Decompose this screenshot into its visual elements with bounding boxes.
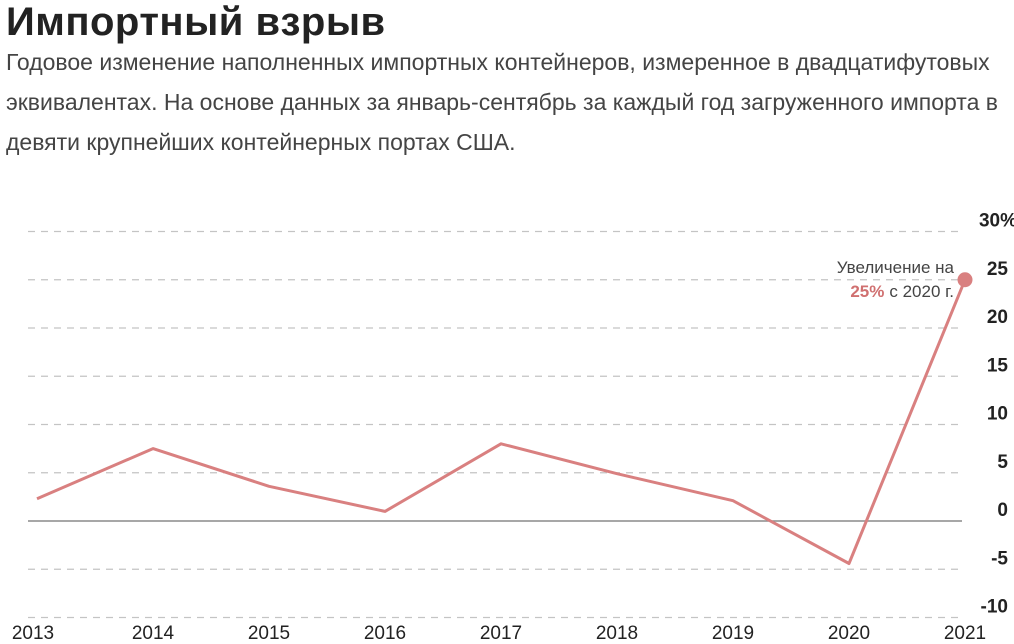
y-tick-label: 0	[997, 500, 1008, 521]
endpoint-marker	[957, 272, 973, 288]
y-axis-ticks: -10 -5 0 5 10 15 20 25 30%	[979, 211, 1014, 618]
x-tick-label: 2016	[364, 623, 406, 644]
x-tick-label: 2015	[248, 623, 290, 644]
x-tick-label: 2017	[480, 623, 522, 644]
y-tick-label: 5	[997, 452, 1008, 473]
x-tick-label: 2013	[12, 623, 54, 644]
annotation-layer: Увеличение на 25% с 2020 г.	[837, 258, 955, 301]
x-axis-ticks: 2013 2014 2015 2016 2017 2018 2019 2020 2021	[12, 623, 986, 644]
series-line	[36, 279, 967, 565]
y-tick-label: -10	[981, 597, 1008, 618]
annotation-line-1: Увеличение на	[837, 258, 955, 277]
chart-title: Импортный взрыв	[6, 0, 386, 44]
y-tick-label: 25	[987, 259, 1009, 280]
x-tick-label: 2014	[132, 623, 175, 644]
chart-subtitle: Годовое изменение наполненных импортных …	[6, 49, 998, 155]
y-tick-label: 15	[987, 355, 1009, 376]
x-tick-label: 2018	[596, 623, 638, 644]
y-tick-label: -5	[991, 548, 1008, 569]
annotation-line-2: 25% с 2020 г.	[850, 282, 954, 301]
annotation-highlight: 25%	[850, 282, 884, 301]
y-tick-label: 30%	[979, 211, 1014, 232]
grid-lines	[28, 230, 962, 619]
x-tick-label: 2019	[712, 623, 754, 644]
series-line-layer	[36, 272, 973, 565]
y-tick-label: 10	[987, 404, 1008, 425]
annotation-suffix: с 2020 г.	[889, 282, 954, 301]
y-tick-label: 20	[987, 307, 1008, 328]
x-tick-label: 2021	[944, 623, 986, 644]
x-tick-label: 2020	[828, 623, 870, 644]
